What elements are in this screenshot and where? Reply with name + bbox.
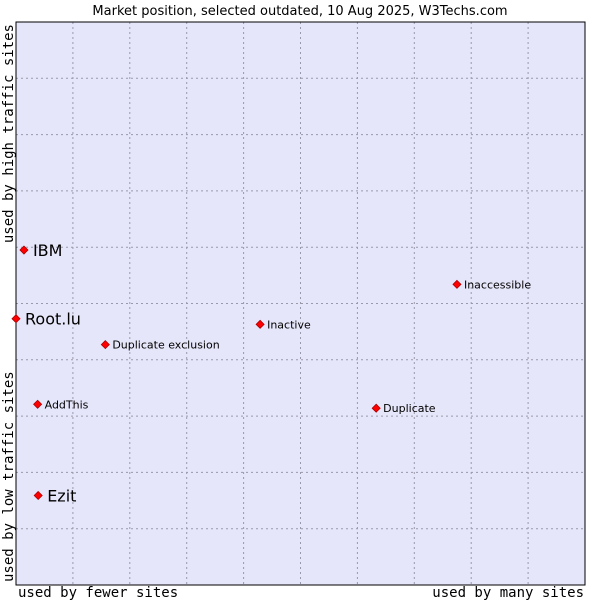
point-marker: [371, 403, 381, 413]
x-axis-label-right: used by many sites: [432, 585, 584, 600]
data-point-addthis: AddThis: [33, 398, 89, 411]
point-marker: [33, 399, 43, 409]
data-point-root-lu: Root.lu: [11, 310, 81, 329]
data-point-duplicate: Duplicate: [371, 402, 436, 415]
data-point-inaccessible: Inaccessible: [452, 278, 531, 291]
point-label: Inaccessible: [464, 278, 531, 291]
point-marker: [100, 340, 110, 350]
point-marker: [33, 490, 43, 501]
grid-lines: [16, 22, 585, 585]
point-marker: [11, 314, 21, 324]
chart-title: Market position, selected outdated, 10 A…: [92, 4, 507, 19]
y-axis-label-top: used by high traffic sites: [1, 24, 17, 243]
plot-border: [15, 21, 586, 586]
data-point-duplicate-exclusion: Duplicate exclusion: [100, 339, 220, 352]
point-label: Inactive: [267, 318, 311, 331]
point-marker: [255, 319, 265, 329]
point-label: Ezit: [47, 486, 76, 505]
point-marker: [19, 245, 29, 255]
point-label: Root.lu: [25, 310, 81, 329]
data-point-inactive: Inactive: [255, 318, 311, 331]
point-label: Duplicate exclusion: [112, 339, 219, 352]
y-axis-label-bottom: used by low traffic sites: [1, 371, 17, 582]
data-point-ibm: IBM: [19, 241, 63, 260]
point-label: IBM: [33, 241, 63, 260]
point-label: Duplicate: [383, 402, 436, 415]
data-points: IBM Root.lu Ezit Inaccessible Inactive Duplic…: [11, 241, 531, 505]
x-axis-label-left: used by fewer sites: [18, 585, 178, 600]
point-marker: [452, 279, 462, 289]
point-label: AddThis: [45, 398, 89, 411]
data-point-ezit: Ezit: [33, 486, 76, 505]
